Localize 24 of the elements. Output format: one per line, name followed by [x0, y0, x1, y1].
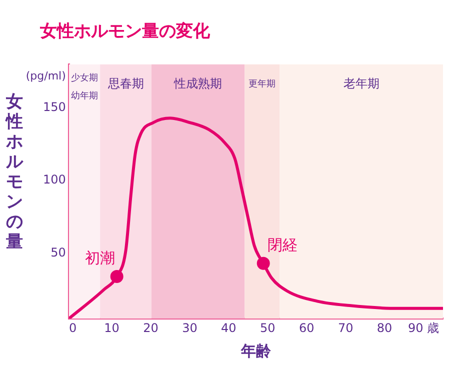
y-tick-label: 50 — [50, 245, 66, 260]
x-tick-label: 40 — [221, 320, 236, 335]
text: (pg/ml) — [26, 69, 66, 82]
annotation: 閉経 — [267, 236, 298, 254]
x-tick-label: 30 — [182, 320, 198, 335]
x-tick-label: 10 — [104, 320, 120, 335]
band-label: 少女期幼年期 — [70, 72, 98, 102]
x-tick-label: 80 — [376, 320, 392, 335]
x-tick-label: 70 — [338, 320, 354, 335]
x-tick-label: 20 — [143, 320, 158, 335]
x-tick-label: 90 歳 — [408, 320, 440, 335]
x-tick-label: 60 — [298, 320, 314, 335]
x-tick-label: 50 — [260, 320, 276, 335]
y-axis-title: 女性ホルモンの量 — [6, 92, 24, 252]
annotation: 初潮 — [84, 248, 115, 267]
y-tick-label: 100 — [43, 172, 66, 187]
band-label: 思春期 — [106, 76, 144, 91]
band-label: 老年期 — [343, 76, 380, 91]
band-label: 性成熟期 — [173, 76, 222, 91]
y-tick-label: 150 — [43, 100, 66, 114]
chart-title: 女性ホルモン量の変化 — [39, 22, 211, 42]
band-label: 更年期 — [248, 78, 276, 90]
x-axis-title: 年齢 — [240, 342, 272, 360]
x-tick-label: 0 — [68, 320, 77, 335]
